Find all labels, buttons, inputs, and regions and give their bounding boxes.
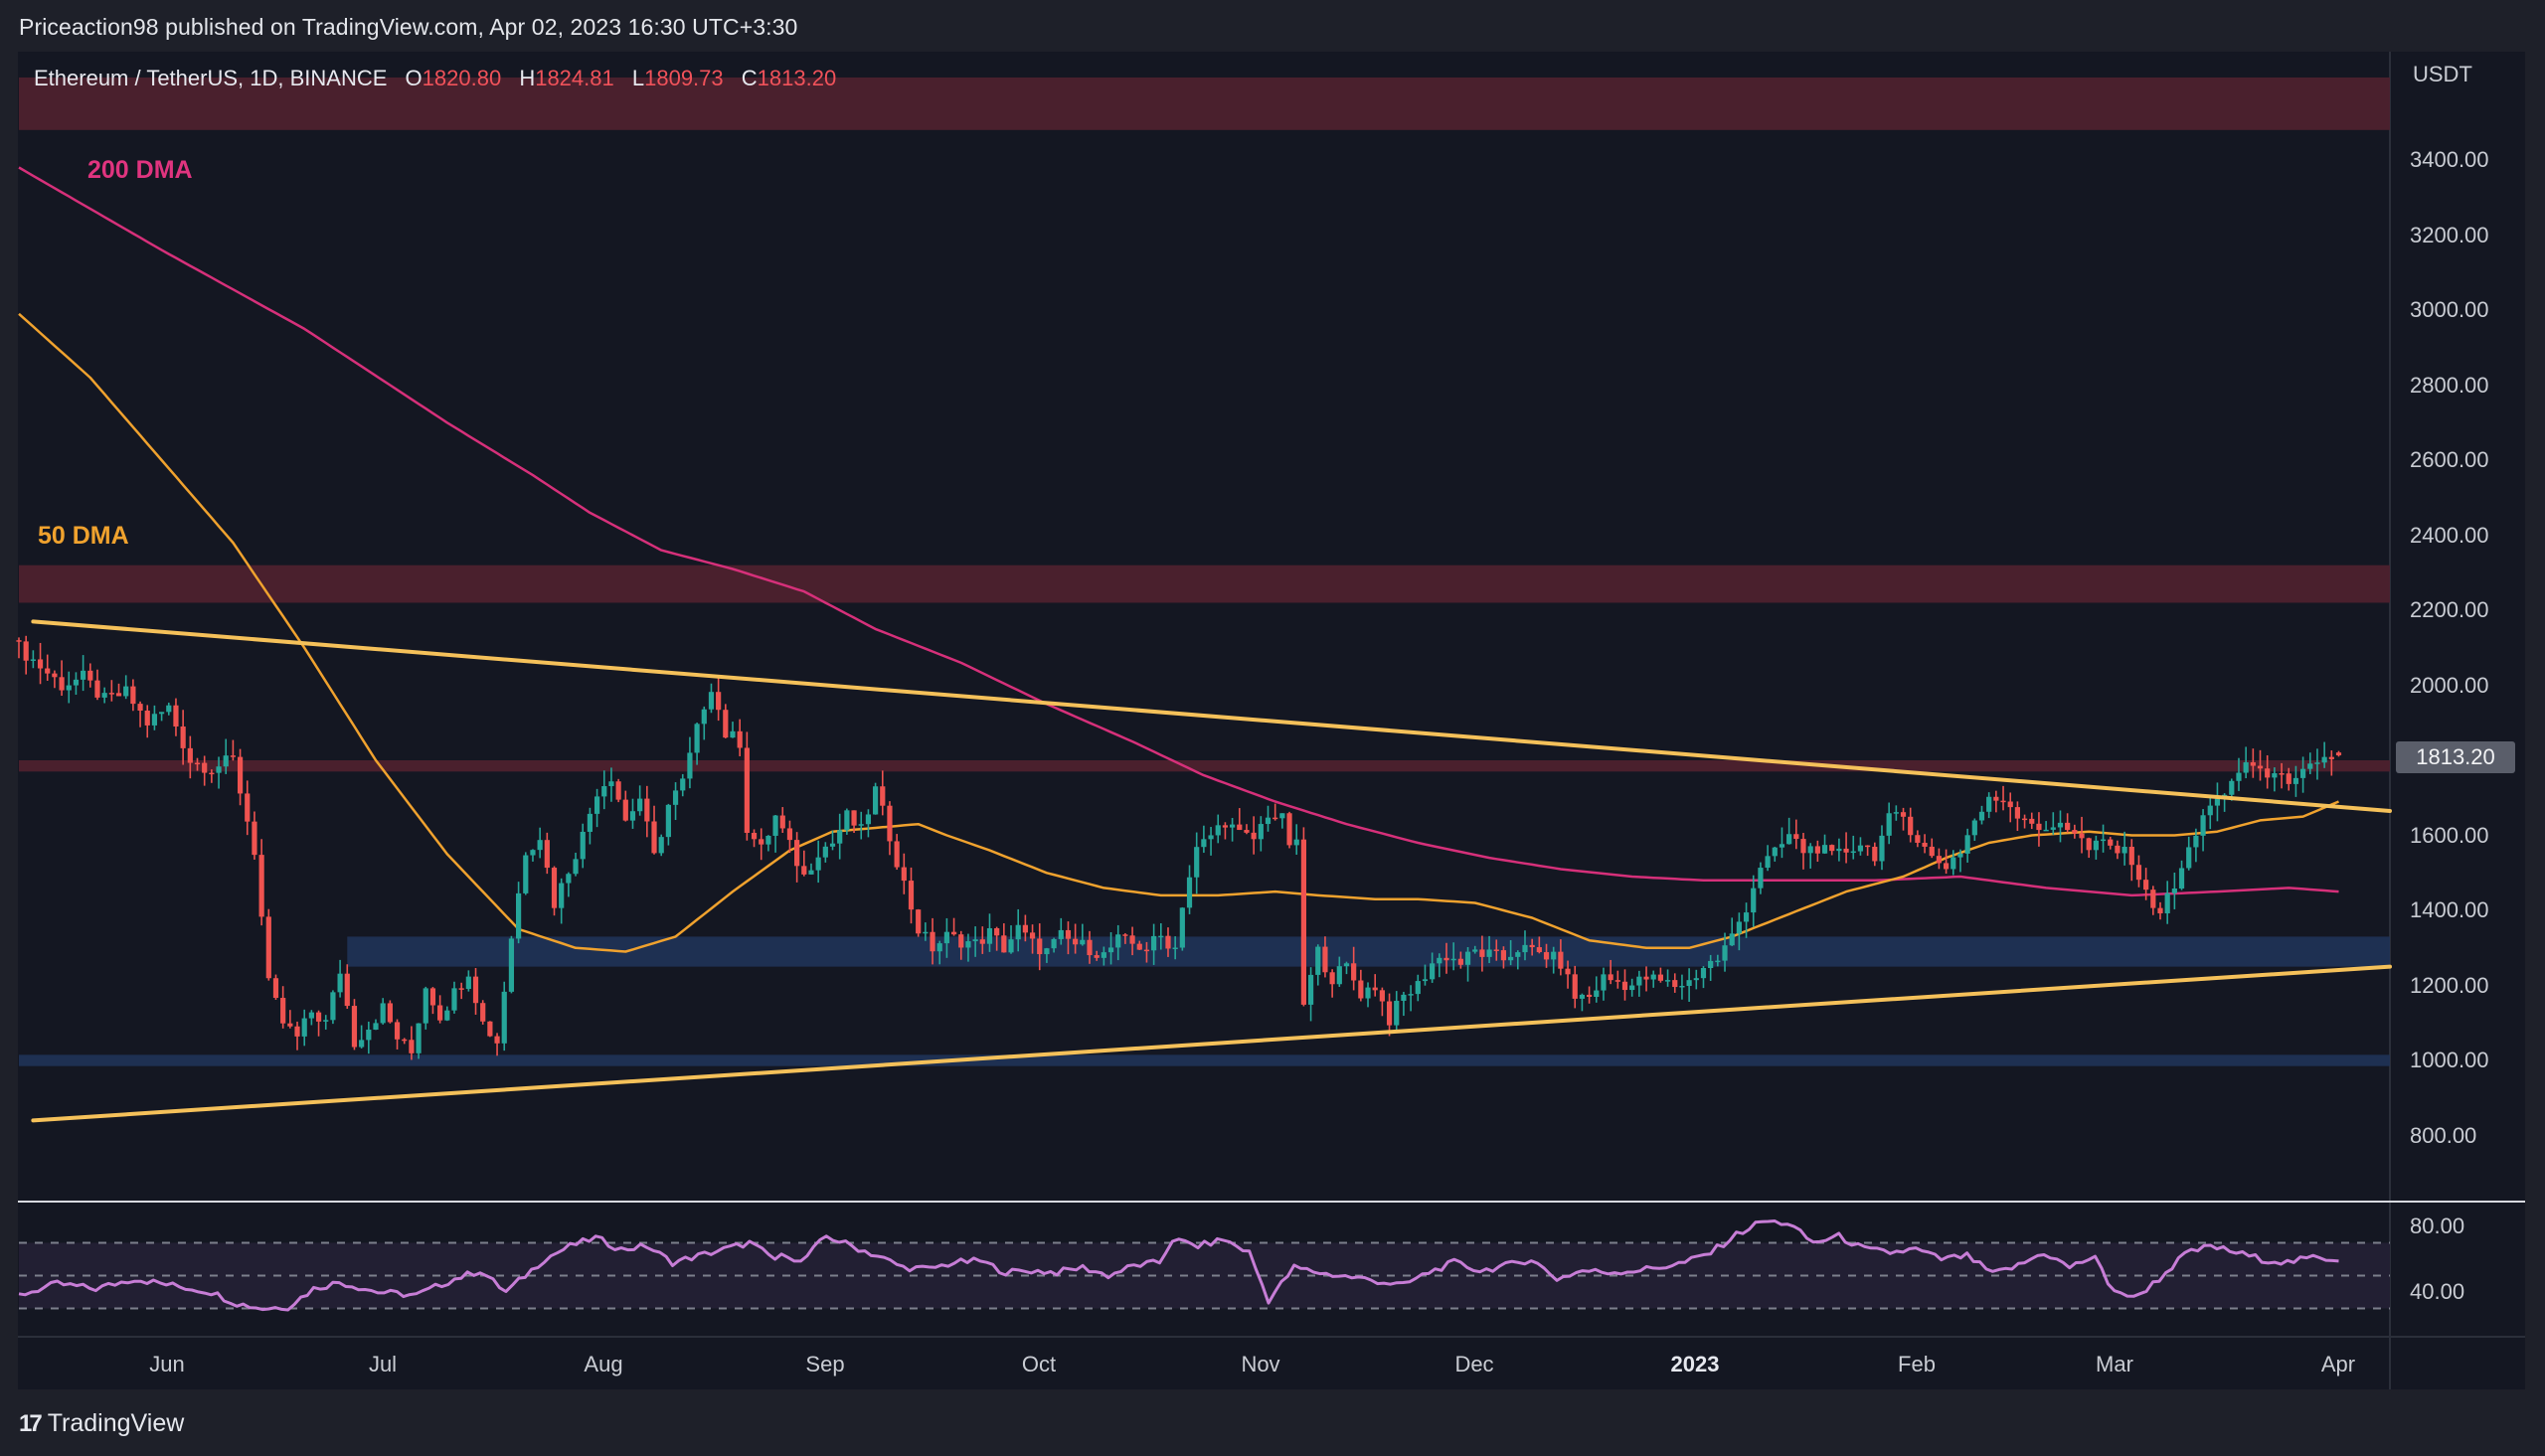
price-tick: 1400.00 bbox=[2410, 897, 2489, 922]
close-key: C bbox=[741, 66, 758, 90]
brand-name: TradingView bbox=[47, 1409, 185, 1437]
high-value: 1824.81 bbox=[535, 66, 614, 90]
price-tick: 1000.00 bbox=[2410, 1048, 2489, 1072]
candlesticks bbox=[16, 635, 2342, 1060]
tradingview-brand[interactable]: 17 TradingView bbox=[19, 1409, 184, 1438]
price-tick: 2200.00 bbox=[2410, 597, 2489, 622]
time-tick: Mar bbox=[2096, 1352, 2133, 1376]
time-tick: Feb bbox=[1898, 1352, 1936, 1376]
price-tick: 2800.00 bbox=[2410, 372, 2489, 398]
publisher-caption: Priceaction98 published on TradingView.c… bbox=[19, 14, 798, 40]
rsi-band bbox=[19, 1241, 2390, 1310]
price-tick: 800.00 bbox=[2410, 1122, 2477, 1148]
rsi-tick: 80.00 bbox=[2410, 1213, 2465, 1238]
price-tick: 2000.00 bbox=[2410, 672, 2489, 698]
symbol-title: Ethereum / TetherUS, 1D, BINANCE bbox=[34, 66, 388, 90]
open-key: O bbox=[405, 66, 423, 90]
price-tick: 3200.00 bbox=[2410, 222, 2489, 247]
rsi-line bbox=[18, 1219, 2339, 1312]
time-tick: Aug bbox=[584, 1352, 623, 1376]
symbol-legend: Ethereum / TetherUS, 1D, BINANCE O1820.8… bbox=[34, 66, 836, 91]
time-tick: Jul bbox=[368, 1352, 398, 1376]
ma200-annotation: 200 DMA bbox=[87, 156, 193, 184]
close-value: 1813.20 bbox=[757, 66, 837, 90]
price-tick: 1600.00 bbox=[2410, 822, 2489, 848]
ma50-annotation: 50 DMA bbox=[38, 522, 129, 550]
time-tick: 2023 bbox=[1670, 1352, 1720, 1376]
ma50-line bbox=[18, 312, 2339, 953]
ma200-line bbox=[18, 166, 2339, 897]
time-tick: Sep bbox=[805, 1352, 845, 1376]
trendlines[interactable] bbox=[31, 619, 2392, 1123]
last-price-badge: 1813.20 bbox=[2396, 741, 2515, 773]
low-value: 1809.73 bbox=[644, 66, 724, 90]
price-tick: 3400.00 bbox=[2410, 147, 2489, 172]
price-tick: 2600.00 bbox=[2410, 447, 2489, 472]
price-zones bbox=[19, 77, 2390, 1066]
trendline-descending-resistance[interactable] bbox=[31, 619, 2392, 813]
price-tick: 1200.00 bbox=[2410, 972, 2489, 998]
time-tick: Jun bbox=[149, 1352, 185, 1376]
rsi-tick: 40.00 bbox=[2410, 1279, 2465, 1304]
time-tick: Dec bbox=[1454, 1352, 1494, 1376]
tradingview-logo-icon: 17 bbox=[19, 1409, 43, 1437]
low-key: L bbox=[631, 66, 645, 90]
price-tick: 2400.00 bbox=[2410, 522, 2489, 548]
price-axis-unit: USDT bbox=[2413, 62, 2472, 86]
trendline-ascending-support[interactable] bbox=[31, 964, 2392, 1123]
open-value: 1820.80 bbox=[422, 66, 502, 90]
high-key: H bbox=[519, 66, 536, 90]
time-tick: Nov bbox=[1241, 1352, 1280, 1376]
price-tick: 3000.00 bbox=[2410, 297, 2489, 322]
time-tick: Apr bbox=[2320, 1352, 2356, 1376]
time-tick: Oct bbox=[1021, 1352, 1057, 1376]
